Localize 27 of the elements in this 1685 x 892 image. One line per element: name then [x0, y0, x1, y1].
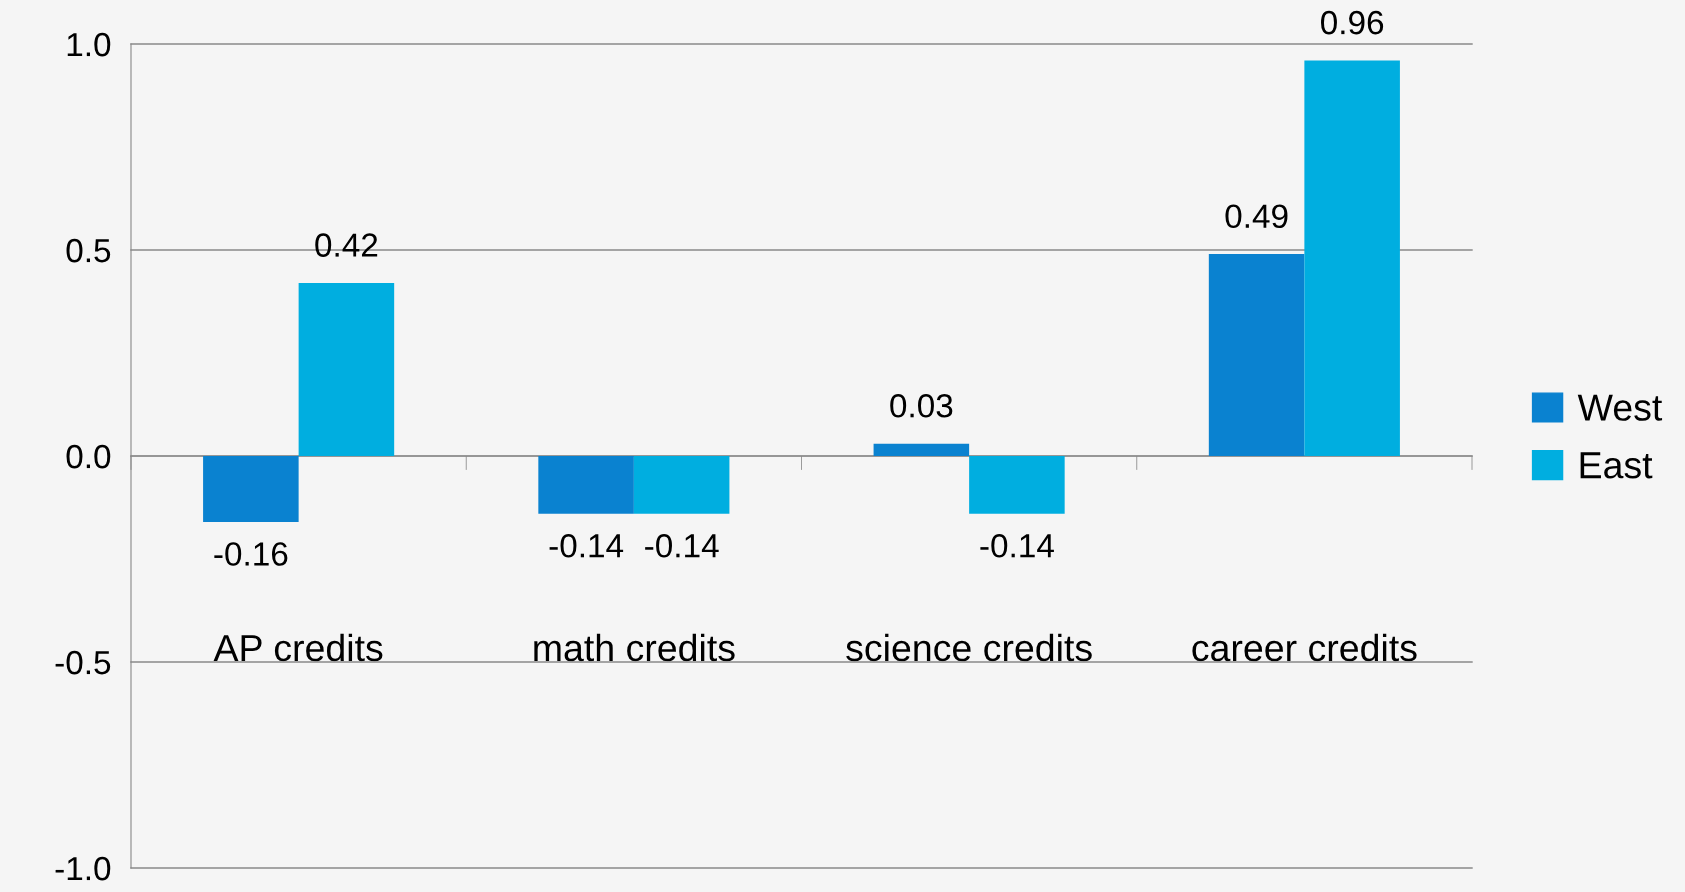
bar — [1208, 254, 1305, 456]
x-tick-label: science credits — [846, 633, 1092, 662]
y-tick-label: 0.0 — [66, 444, 111, 469]
legend-label: East — [1580, 452, 1653, 479]
y-tick-label: -1.0 — [55, 856, 111, 881]
x-tick-label: math credits — [534, 633, 735, 662]
bar — [538, 456, 634, 514]
bar — [1304, 60, 1400, 456]
data-label: -0.16 — [214, 542, 288, 566]
legend-label: West — [1577, 394, 1663, 421]
data-label: 0.03 — [890, 394, 953, 418]
x-tick-label: career credits — [1192, 633, 1417, 662]
bar — [298, 282, 395, 456]
data-label: -0.14 — [549, 534, 624, 558]
y-tick-label: -0.5 — [55, 650, 111, 675]
bar — [873, 443, 970, 456]
data-label: -0.14 — [980, 534, 1054, 558]
x-tick-label: AP credits — [213, 633, 383, 662]
data-label: 0.49 — [1225, 204, 1288, 229]
y-tick-label: 0.5 — [66, 238, 111, 263]
y-tick-label: 1.0 — [67, 32, 111, 57]
data-label: -0.14 — [645, 534, 719, 558]
bar — [203, 456, 299, 522]
bar — [633, 456, 730, 514]
data-label: 0.42 — [315, 233, 378, 257]
bar — [969, 456, 1065, 514]
data-label: 0.96 — [1321, 10, 1384, 35]
